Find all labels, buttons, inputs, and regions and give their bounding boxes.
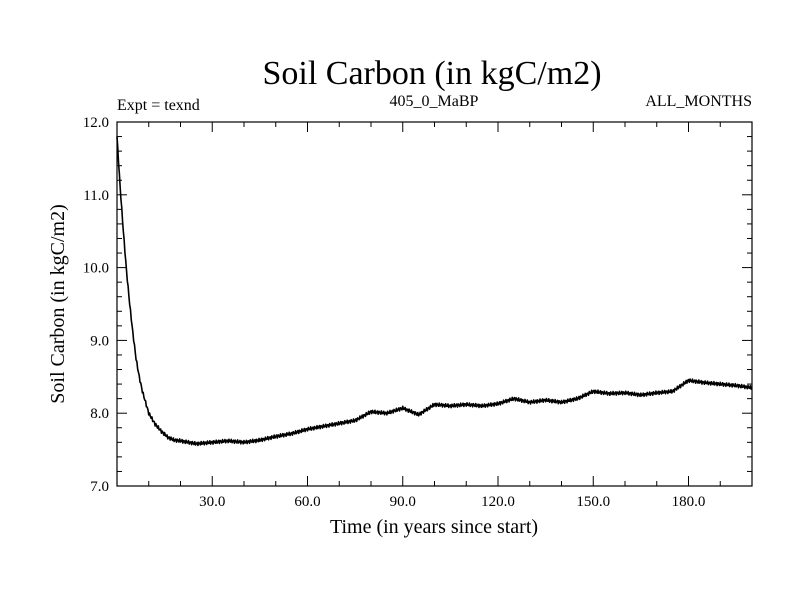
- y-tick-label: 10.0: [83, 261, 109, 277]
- chart-title: Soil Carbon (in kgC/m2): [262, 55, 601, 92]
- experiment-label: Expt = texnd: [117, 97, 200, 114]
- x-tick-label: 180.0: [672, 494, 706, 510]
- y-tick-label: 12.0: [83, 115, 109, 131]
- series-group: [116, 136, 753, 447]
- axis-ticks: [116, 121, 753, 487]
- y-tick-label: 7.0: [90, 479, 109, 495]
- months-label: ALL_MONTHS: [645, 93, 752, 110]
- x-tick-label: 60.0: [294, 494, 320, 510]
- x-tick-label: 90.0: [390, 494, 416, 510]
- y-axis-label: Soil Carbon (in kgC/m2): [47, 204, 69, 403]
- y-tick-label: 8.0: [90, 406, 109, 422]
- x-tick-label: 30.0: [199, 494, 225, 510]
- period-label: 405_0_MaBP: [390, 93, 479, 110]
- series-line-soil-carbon: [116, 136, 753, 447]
- x-axis-label: Time (in years since start): [330, 516, 538, 538]
- x-tick-label: 120.0: [481, 494, 515, 510]
- x-tick-label: 150.0: [576, 494, 610, 510]
- y-tick-label: 9.0: [90, 333, 109, 349]
- y-tick-label: 11.0: [83, 188, 109, 204]
- plot-frame: [116, 121, 753, 487]
- axis-tick-labels: 30.0 60.0 90.0 120.0 150.0 180.0 7.0 8.0 9.0 10.0…: [83, 115, 706, 510]
